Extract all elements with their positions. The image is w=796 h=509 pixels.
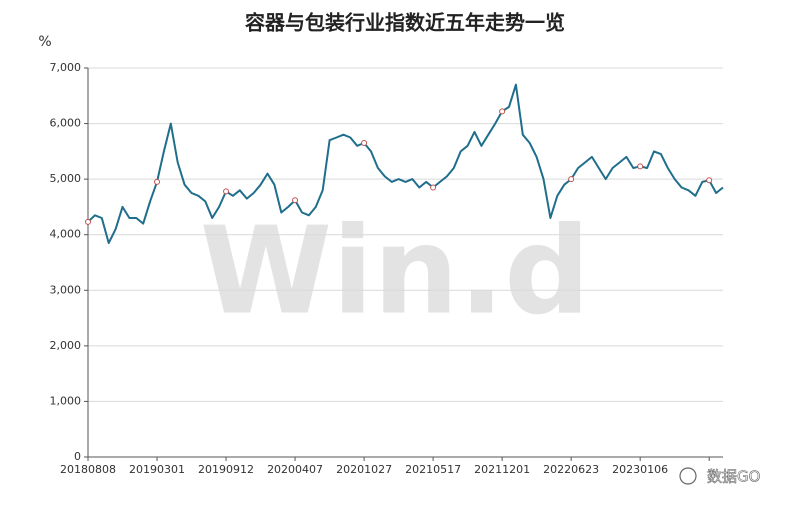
x-tick-label: 20190912	[198, 463, 254, 476]
y-tick-label: 3,000	[50, 283, 82, 296]
plot-area: 0 1,000 2,000 3,000 4,000 5,000 6,000 7,000 2018…	[50, 61, 724, 476]
y-tick-label: 5,000	[50, 172, 82, 185]
y-tick-label: 1,000	[50, 394, 82, 407]
x-tick-label: 20180808	[60, 463, 116, 476]
point-marker	[85, 218, 91, 225]
watermark: Win.d	[200, 203, 590, 342]
x-tick-label: 20230106	[612, 463, 668, 476]
x-tick-label: 20220623	[543, 463, 599, 476]
badge-icon	[679, 467, 697, 485]
point-marker	[223, 188, 230, 195]
point-marker	[499, 108, 506, 115]
point-marker	[292, 197, 299, 204]
y-tick-label: 4,000	[50, 228, 82, 241]
point-marker	[154, 178, 161, 185]
x-tick-label: 20211201	[474, 463, 530, 476]
x-tick-label: 20201027	[336, 463, 392, 476]
y-tick-label: 6,000	[50, 117, 82, 130]
x-tick-label: 20200407	[267, 463, 323, 476]
y-tick-label: 0	[74, 450, 81, 463]
y-axis-label: %	[38, 34, 51, 50]
point-marker	[361, 140, 368, 147]
chart-title: 容器与包装行业指数近五年走势一览	[245, 11, 565, 35]
point-marker	[568, 176, 575, 183]
badge: 数据GO	[707, 468, 760, 486]
point-marker	[637, 163, 644, 170]
y-tick-label: 2,000	[50, 339, 82, 352]
x-tick-label: 20210517	[405, 463, 461, 476]
point-marker	[706, 177, 713, 184]
point-marker	[430, 184, 437, 191]
series-line	[87, 83, 724, 244]
x-tick-label: 20190301	[129, 463, 185, 476]
y-tick-label: 7,000	[50, 61, 82, 74]
